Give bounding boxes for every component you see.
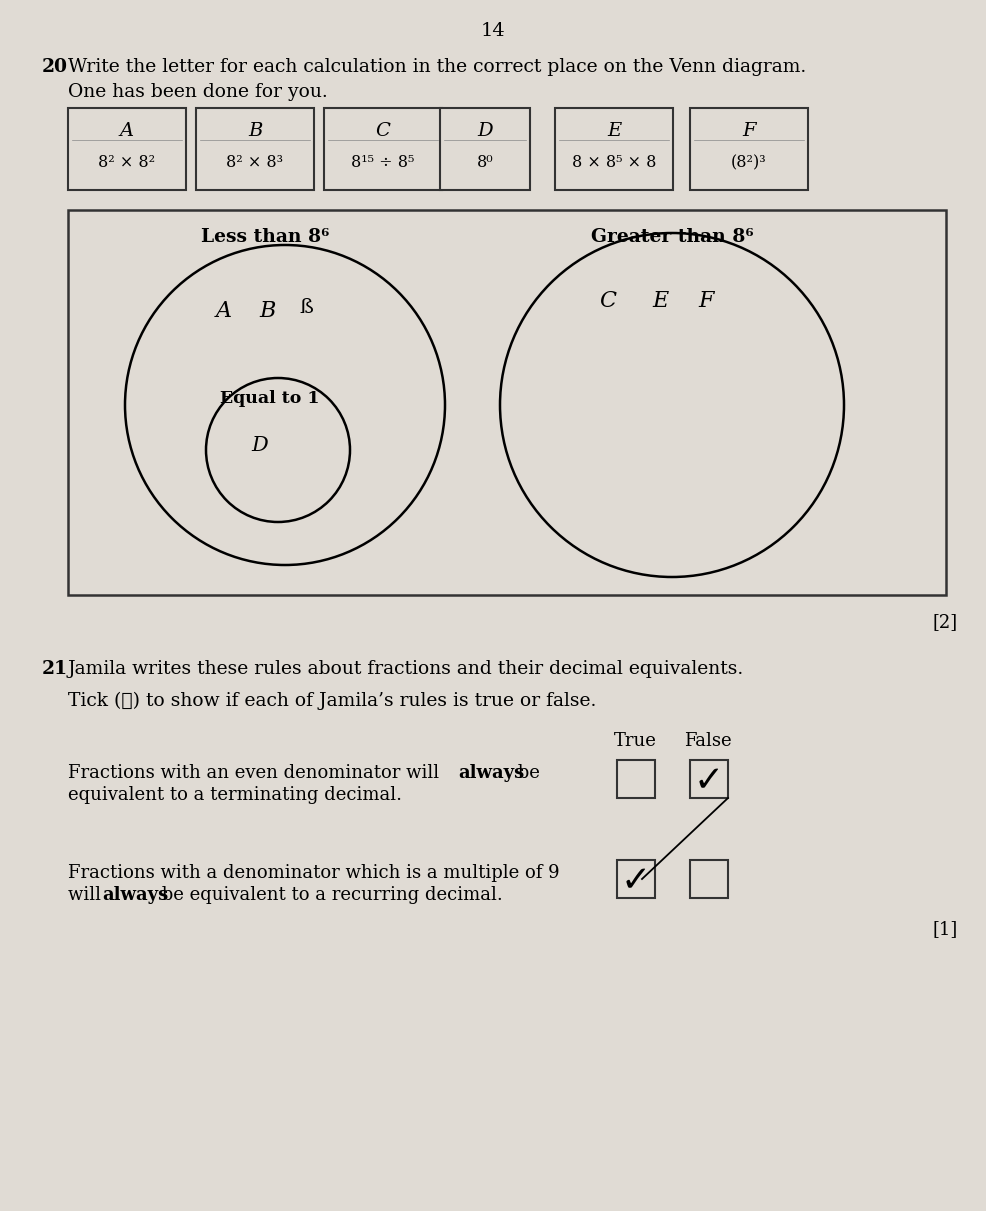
Bar	[617, 761, 655, 798]
Text: (8²)³: (8²)³	[732, 154, 767, 171]
Text: B: B	[260, 300, 276, 322]
Text: Equal to 1: Equal to 1	[220, 390, 319, 407]
Text: Less than 8⁶: Less than 8⁶	[201, 228, 329, 246]
Text: [1]: [1]	[933, 920, 958, 939]
Text: Tick (✓) to show if each of Jamila’s rules is true or false.: Tick (✓) to show if each of Jamila’s rul…	[68, 691, 597, 710]
Text: 8¹⁵ ÷ 8⁵: 8¹⁵ ÷ 8⁵	[351, 154, 415, 171]
Text: Write the letter for each calculation in the correct place on the Venn diagram.: Write the letter for each calculation in…	[68, 58, 807, 76]
Text: A: A	[120, 122, 134, 140]
Text: 8² × 8²: 8² × 8²	[99, 154, 156, 171]
Bar	[690, 761, 728, 798]
Text: 8 × 8⁵ × 8: 8 × 8⁵ × 8	[572, 154, 657, 171]
Text: D: D	[477, 122, 493, 140]
Bar	[440, 108, 530, 190]
Text: will: will	[68, 886, 106, 903]
Bar	[690, 108, 808, 190]
Text: C: C	[599, 289, 616, 312]
Text: E: E	[652, 289, 669, 312]
Text: F: F	[698, 289, 714, 312]
Text: ß: ß	[299, 298, 313, 317]
Text: E: E	[606, 122, 621, 140]
Text: False: False	[684, 731, 732, 750]
Bar	[68, 108, 186, 190]
Text: 14: 14	[480, 22, 506, 40]
Text: Greater than 8⁶: Greater than 8⁶	[591, 228, 753, 246]
Text: equivalent to a terminating decimal.: equivalent to a terminating decimal.	[68, 786, 402, 804]
Text: F: F	[742, 122, 755, 140]
Bar	[617, 860, 655, 899]
Text: C: C	[376, 122, 390, 140]
Text: Fractions with an even denominator will: Fractions with an even denominator will	[68, 764, 445, 782]
Text: A: A	[216, 300, 232, 322]
Text: always: always	[458, 764, 525, 782]
Text: D: D	[251, 436, 268, 455]
Bar	[196, 108, 314, 190]
Bar	[690, 860, 728, 899]
Bar	[555, 108, 673, 190]
Text: Fractions with a denominator which is a multiple of 9: Fractions with a denominator which is a …	[68, 863, 560, 882]
Text: One has been done for you.: One has been done for you.	[68, 84, 327, 101]
Text: 8⁰: 8⁰	[476, 154, 493, 171]
Text: always: always	[102, 886, 169, 903]
Bar	[68, 210, 946, 595]
Text: True: True	[613, 731, 657, 750]
Text: [2]: [2]	[933, 613, 958, 631]
Bar	[324, 108, 442, 190]
Text: ✓: ✓	[694, 764, 724, 798]
Text: B: B	[247, 122, 262, 140]
Text: Jamila writes these rules about fractions and their decimal equivalents.: Jamila writes these rules about fraction…	[68, 660, 744, 678]
Text: be equivalent to a recurring decimal.: be equivalent to a recurring decimal.	[156, 886, 503, 903]
Text: be: be	[512, 764, 540, 782]
Text: 8² × 8³: 8² × 8³	[227, 154, 284, 171]
Text: ✓: ✓	[621, 863, 651, 899]
Text: 21: 21	[42, 660, 68, 678]
Text: 20: 20	[42, 58, 68, 76]
